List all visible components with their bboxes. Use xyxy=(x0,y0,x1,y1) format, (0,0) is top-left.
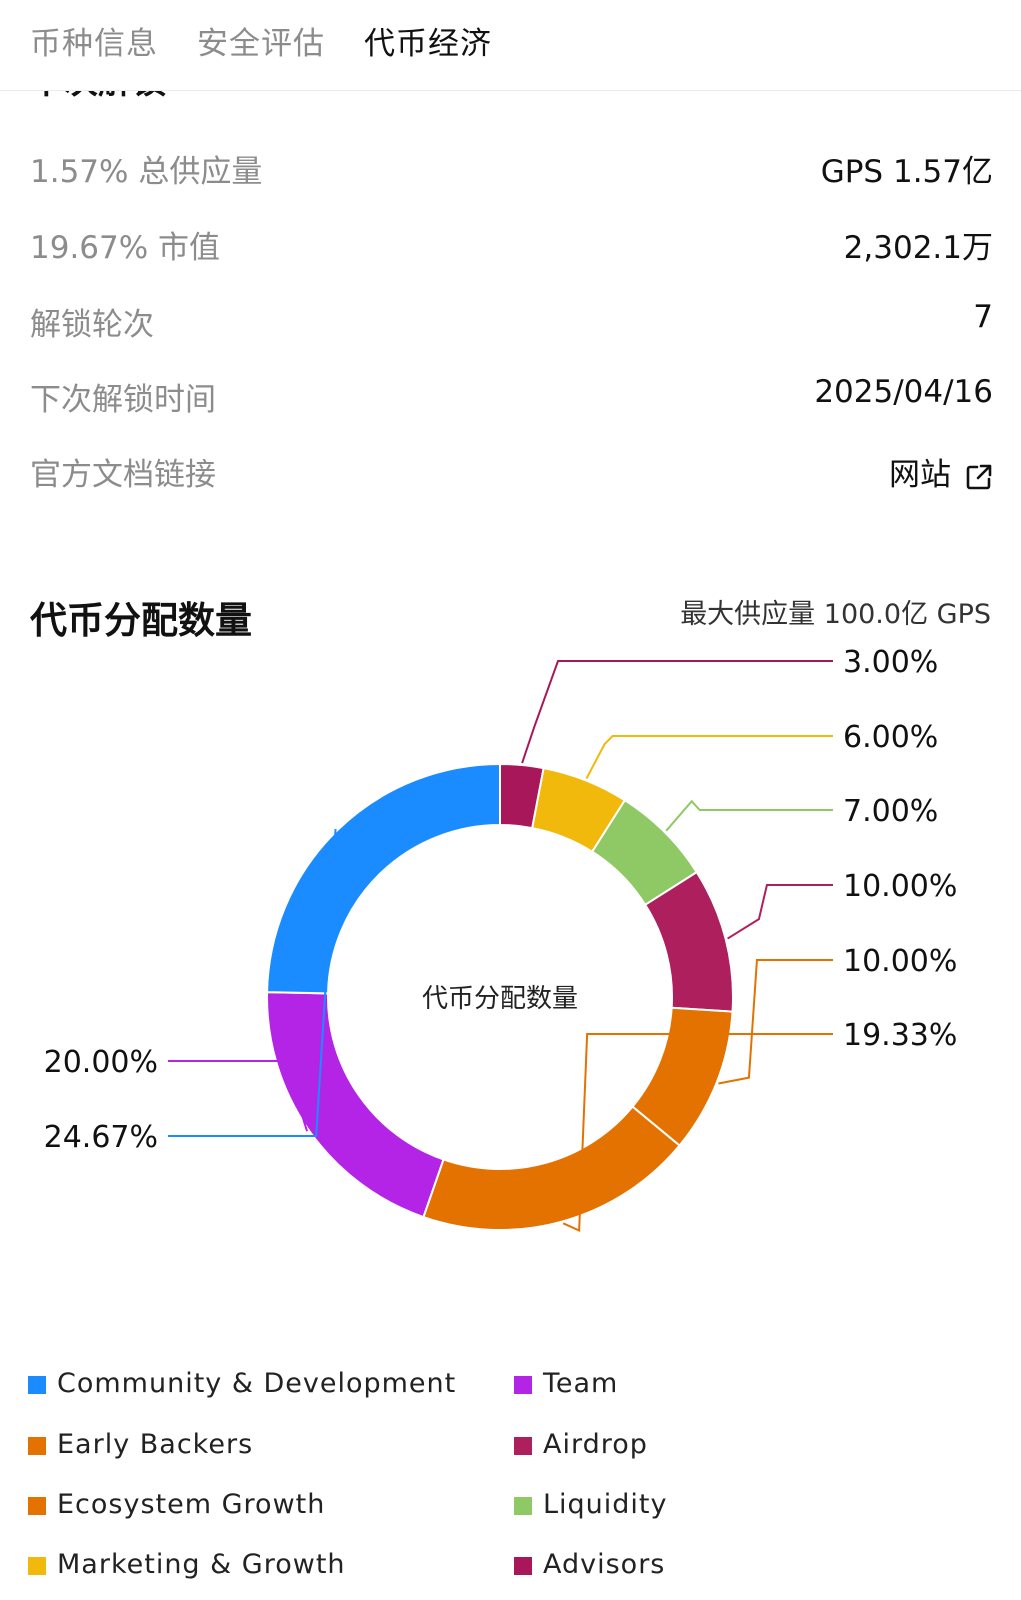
legend-swatch xyxy=(514,1376,532,1394)
callout-line xyxy=(168,1060,309,1132)
slice-data-label: 20.00% xyxy=(44,1045,158,1080)
legend-label: Advisors xyxy=(543,1549,666,1580)
tab-security-assessment[interactable]: 安全评估 xyxy=(197,26,325,62)
legend-swatch xyxy=(28,1376,46,1394)
slice-data-label: 7.00% xyxy=(843,794,938,829)
legend-swatch xyxy=(28,1557,46,1575)
slice-data-label: 3.00% xyxy=(843,645,938,680)
row-value: GPS 1.57亿 xyxy=(820,154,993,190)
distribution-title: 代币分配数量 xyxy=(30,599,252,642)
slice-early-backers[interactable] xyxy=(422,1105,681,1231)
callout-line xyxy=(562,1033,833,1233)
slice-data-label: 6.00% xyxy=(843,720,938,755)
legend-label: Team xyxy=(543,1368,619,1399)
external-link-icon xyxy=(966,464,992,489)
tab-coin-info[interactable]: 币种信息 xyxy=(30,26,158,62)
row-official-docs: 官方文档链接 网站 xyxy=(30,449,993,493)
slice-community-development[interactable] xyxy=(266,762,501,995)
legend-swatch xyxy=(28,1497,46,1515)
tab-tokenomics[interactable]: 代币经济 xyxy=(364,26,492,62)
slice-team[interactable] xyxy=(266,991,445,1219)
legend-label: Early Backers xyxy=(57,1429,254,1460)
legend-swatch xyxy=(28,1437,46,1455)
max-supply: 最大供应量 100.0亿 GPS xyxy=(680,599,991,630)
row-total-supply: 1.57% 总供应量 GPS 1.57亿 xyxy=(30,146,993,190)
row-label: 19.67% 市值 xyxy=(30,230,221,266)
distribution-donut-chart: 3.00% 6.00% 7.00% 10.00% 10.00% 19.33% 20.00% 2… xyxy=(44,645,957,1233)
row-market-cap: 19.67% 市值 2,302.1万 xyxy=(30,222,993,266)
legend-label: Airdrop xyxy=(543,1429,648,1460)
row-value: 7 xyxy=(973,299,993,335)
callout-line xyxy=(718,959,833,1085)
callout-line xyxy=(727,884,833,940)
tab-bar: 币种信息 安全评估 代币经济 xyxy=(0,0,1021,91)
slice-data-label: 24.67% xyxy=(44,1120,158,1155)
slice-data-label: 19.33% xyxy=(843,1018,957,1053)
legend-label: Community & Development xyxy=(57,1368,457,1399)
row-label: 1.57% 总供应量 xyxy=(30,154,263,190)
row-label: 解锁轮次 xyxy=(30,307,154,343)
donut-center-label: 代币分配数量 xyxy=(422,984,578,1014)
legend-label: Marketing & Growth xyxy=(57,1549,346,1580)
row-value: 2025/04/16 xyxy=(814,374,993,410)
website-link[interactable]: 网站 xyxy=(889,449,993,494)
legend-label: Ecosystem Growth xyxy=(57,1489,326,1520)
slice-data-label: 10.00% xyxy=(843,869,957,904)
callout-line xyxy=(665,799,833,832)
row-value: 2,302.1万 xyxy=(843,230,993,266)
callout-line xyxy=(168,829,337,1137)
row-label: 官方文档链接 xyxy=(30,457,216,493)
row-unlock-rounds: 解锁轮次 7 xyxy=(30,299,993,343)
callout-line xyxy=(585,735,833,779)
row-next-unlock-time: 下次解锁时间 2025/04/16 xyxy=(30,374,993,418)
row-label: 下次解锁时间 xyxy=(30,382,216,418)
legend-swatch xyxy=(514,1557,532,1575)
slice-data-label: 10.00% xyxy=(843,944,957,979)
legend-swatch xyxy=(514,1437,532,1455)
callout-line xyxy=(521,660,833,764)
legend-label: Liquidity xyxy=(543,1489,668,1520)
legend-swatch xyxy=(514,1497,532,1515)
